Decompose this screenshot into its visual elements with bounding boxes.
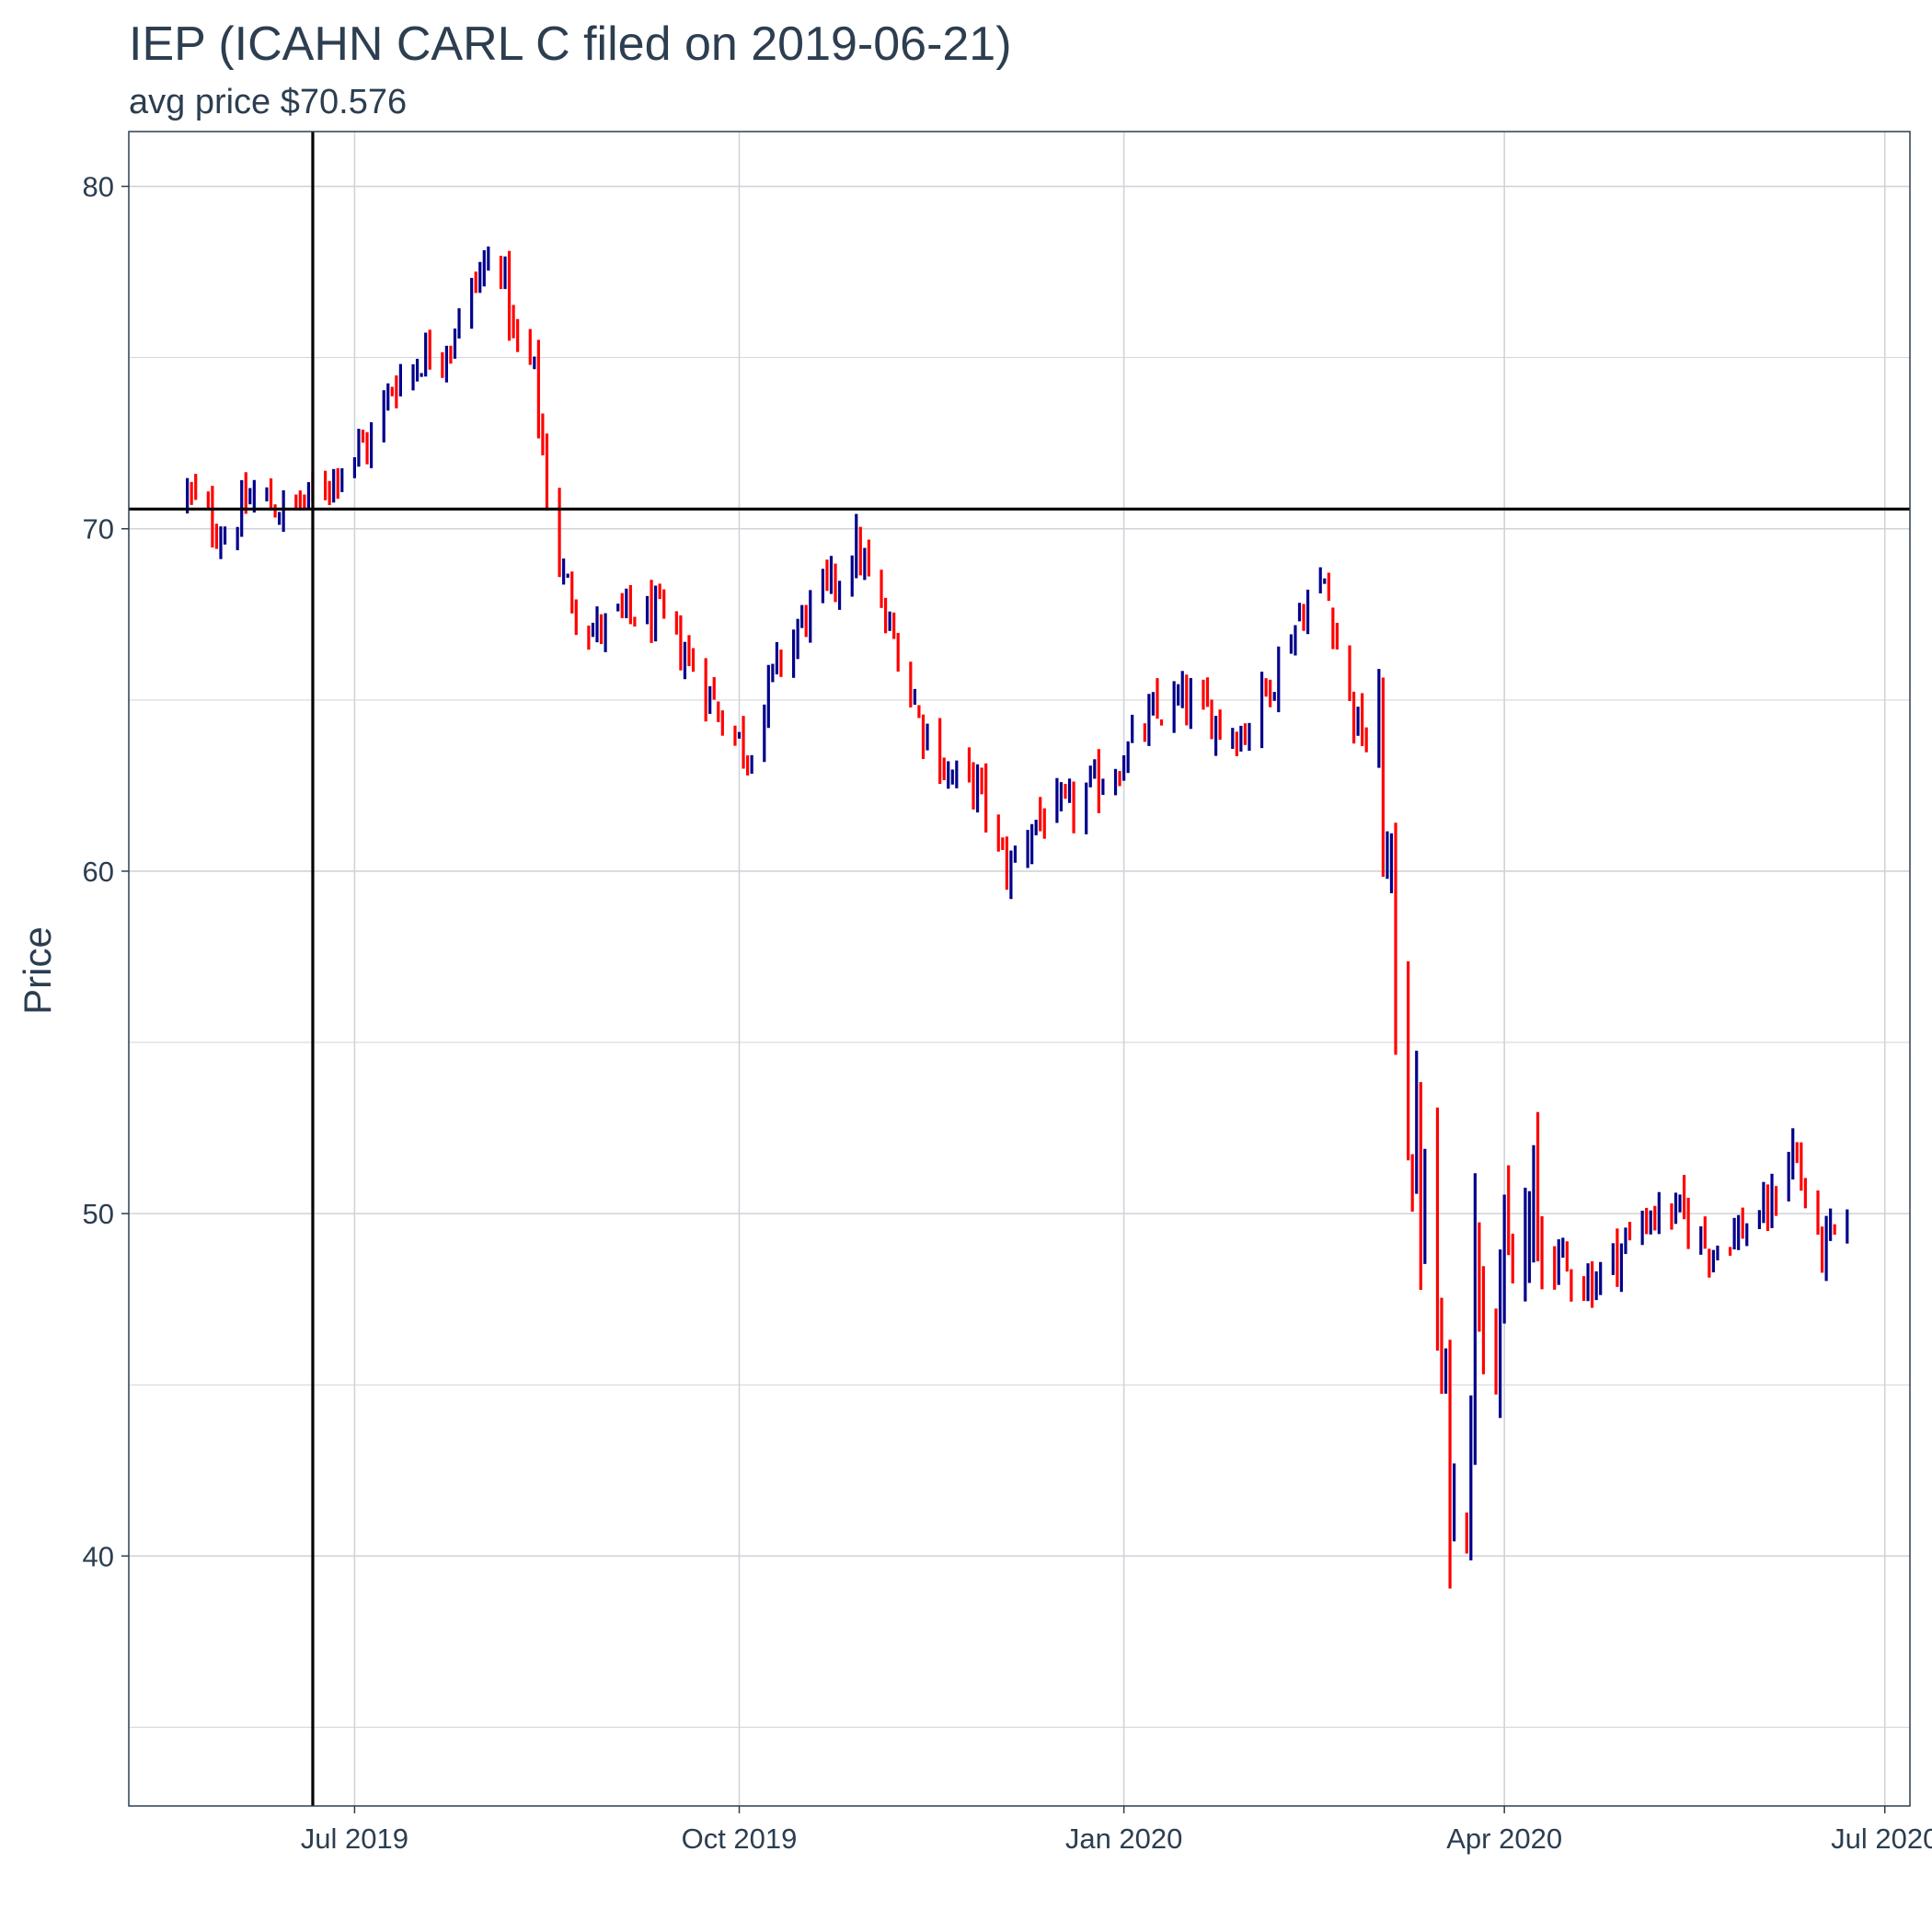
y-tick-label: 50 <box>83 1198 114 1230</box>
x-tick-label: Jul 2019 <box>301 1823 408 1855</box>
chart-subtitle: avg price $70.576 <box>129 83 408 121</box>
plot-frame <box>128 131 1911 1807</box>
ohlc-bars <box>186 246 1849 1589</box>
y-tick-label: 60 <box>83 856 114 888</box>
y-tick-label: 80 <box>83 171 114 203</box>
y-axis-ticks: 40 50 60 70 80 <box>83 171 129 1572</box>
chart-title: IEP (ICAHN CARL C filed on 2019-06-21) <box>129 17 1012 71</box>
x-tick-label: Oct 2019 <box>682 1823 798 1855</box>
x-tick-label: Jul 2020 <box>1831 1823 1932 1855</box>
x-axis-ticks: Jul 2019 Oct 2019 Jan 2020 Apr 2020 Jul 2020 <box>301 1806 1932 1855</box>
x-tick-label: Jan 2020 <box>1065 1823 1183 1855</box>
reference-lines <box>129 132 1910 1806</box>
grid-layer <box>129 132 1910 1806</box>
x-tick-label: Apr 2020 <box>1446 1823 1562 1855</box>
y-tick-label: 70 <box>83 513 114 546</box>
y-axis-title: Price <box>16 926 59 1015</box>
y-tick-label: 40 <box>83 1540 114 1572</box>
